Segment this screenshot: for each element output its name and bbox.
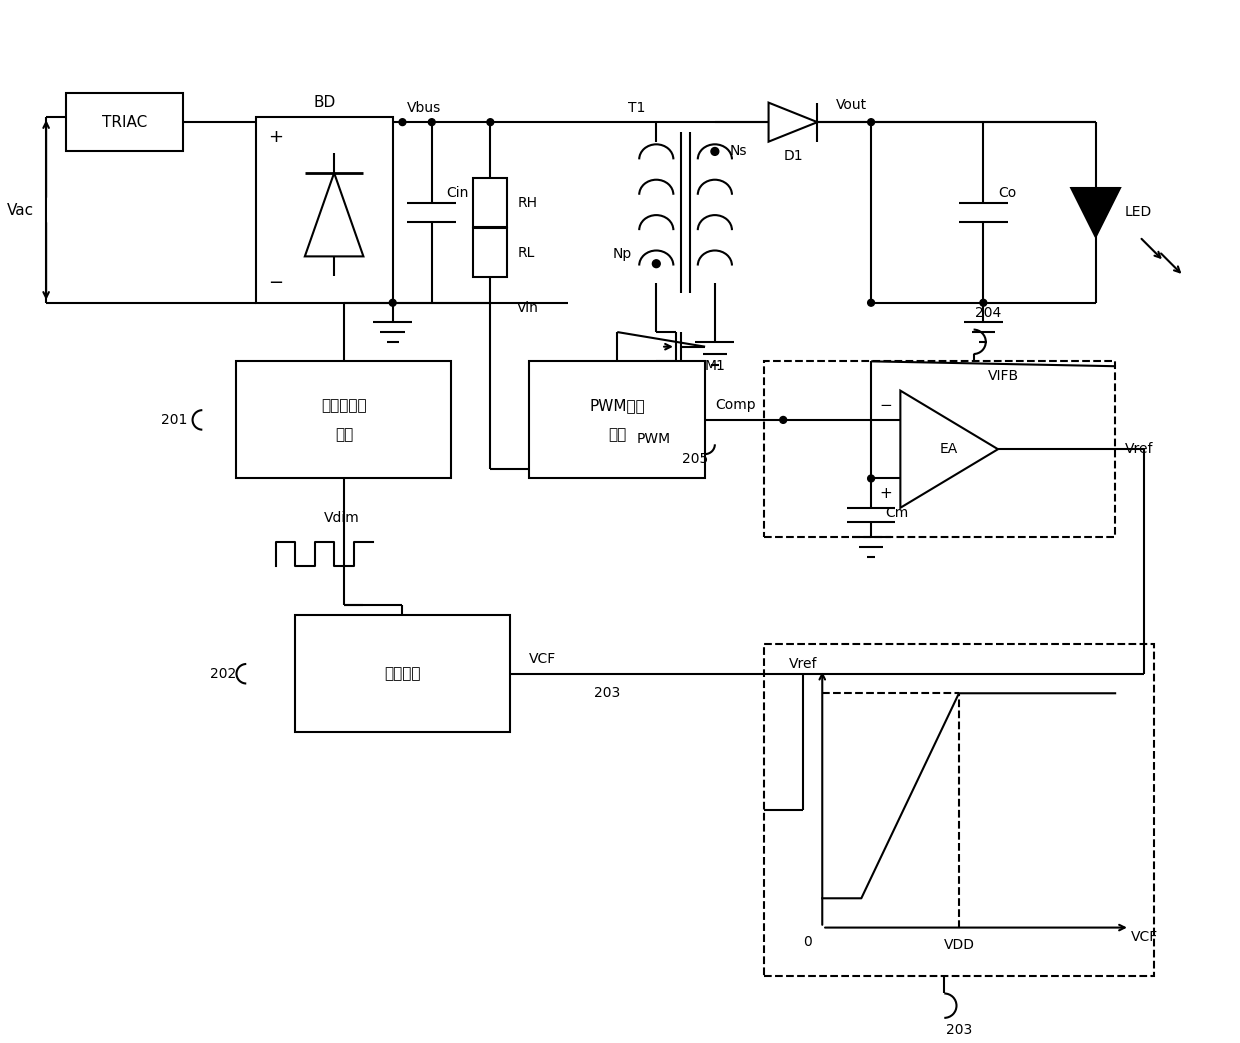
Text: Vin: Vin <box>517 300 539 315</box>
Text: TRIAC: TRIAC <box>102 115 146 129</box>
Text: EA: EA <box>940 442 959 456</box>
Text: VIFB: VIFB <box>988 369 1019 383</box>
Text: Ns: Ns <box>729 144 746 159</box>
Text: M1: M1 <box>706 359 725 373</box>
Text: VCF: VCF <box>1131 930 1158 944</box>
Text: RH: RH <box>517 196 537 210</box>
Text: −: − <box>879 397 892 413</box>
Text: Vref: Vref <box>789 657 817 671</box>
Text: Vac: Vac <box>7 202 35 218</box>
Text: Vref: Vref <box>1125 442 1153 456</box>
Circle shape <box>780 416 786 423</box>
Text: 205: 205 <box>682 452 708 466</box>
Circle shape <box>868 475 874 482</box>
Bar <box>66 93 182 151</box>
Circle shape <box>389 299 396 307</box>
Text: 203: 203 <box>946 1023 972 1037</box>
Circle shape <box>711 147 719 155</box>
Text: T1: T1 <box>629 100 646 115</box>
Polygon shape <box>1071 188 1120 237</box>
Bar <box>474 228 507 277</box>
Circle shape <box>487 119 494 125</box>
Text: +: + <box>879 486 892 501</box>
Bar <box>764 361 1115 537</box>
Text: −: − <box>268 274 283 292</box>
Circle shape <box>652 260 660 268</box>
Text: PWM: PWM <box>637 433 671 446</box>
Circle shape <box>428 119 435 125</box>
Circle shape <box>868 119 874 125</box>
Text: 导通角检测: 导通角检测 <box>321 397 367 413</box>
Text: 均值电路: 均值电路 <box>384 666 420 681</box>
Text: +: + <box>268 128 283 146</box>
Text: Np: Np <box>613 247 632 261</box>
Circle shape <box>980 299 987 307</box>
Bar <box>529 361 706 479</box>
Text: Vdim: Vdim <box>325 510 360 525</box>
Text: 202: 202 <box>211 666 237 681</box>
Bar <box>237 361 451 479</box>
Text: 模块: 模块 <box>608 427 626 442</box>
Polygon shape <box>900 391 998 508</box>
Text: VDD: VDD <box>944 938 975 952</box>
Text: PWM控制: PWM控制 <box>589 397 645 413</box>
Polygon shape <box>769 102 817 142</box>
Bar <box>764 645 1154 976</box>
Bar <box>474 178 507 227</box>
Text: 模块: 模块 <box>335 427 353 442</box>
Text: 203: 203 <box>594 686 620 700</box>
Polygon shape <box>305 173 363 257</box>
Text: BD: BD <box>314 95 336 111</box>
Text: VCF: VCF <box>529 652 557 666</box>
Text: Cin: Cin <box>446 186 469 200</box>
Bar <box>295 615 510 732</box>
Text: Vbus: Vbus <box>408 100 441 115</box>
Text: D1: D1 <box>784 149 802 164</box>
Text: Comp: Comp <box>715 398 755 412</box>
Circle shape <box>399 119 405 125</box>
Bar <box>255 117 393 302</box>
Text: Cm: Cm <box>885 506 909 519</box>
Text: Co: Co <box>998 186 1017 200</box>
Text: 204: 204 <box>975 306 1002 319</box>
Circle shape <box>868 299 874 307</box>
Text: 0: 0 <box>804 936 812 949</box>
Text: Vout: Vout <box>836 98 867 112</box>
Text: RL: RL <box>517 246 534 260</box>
Text: 201: 201 <box>161 413 187 427</box>
Text: LED: LED <box>1125 205 1152 219</box>
